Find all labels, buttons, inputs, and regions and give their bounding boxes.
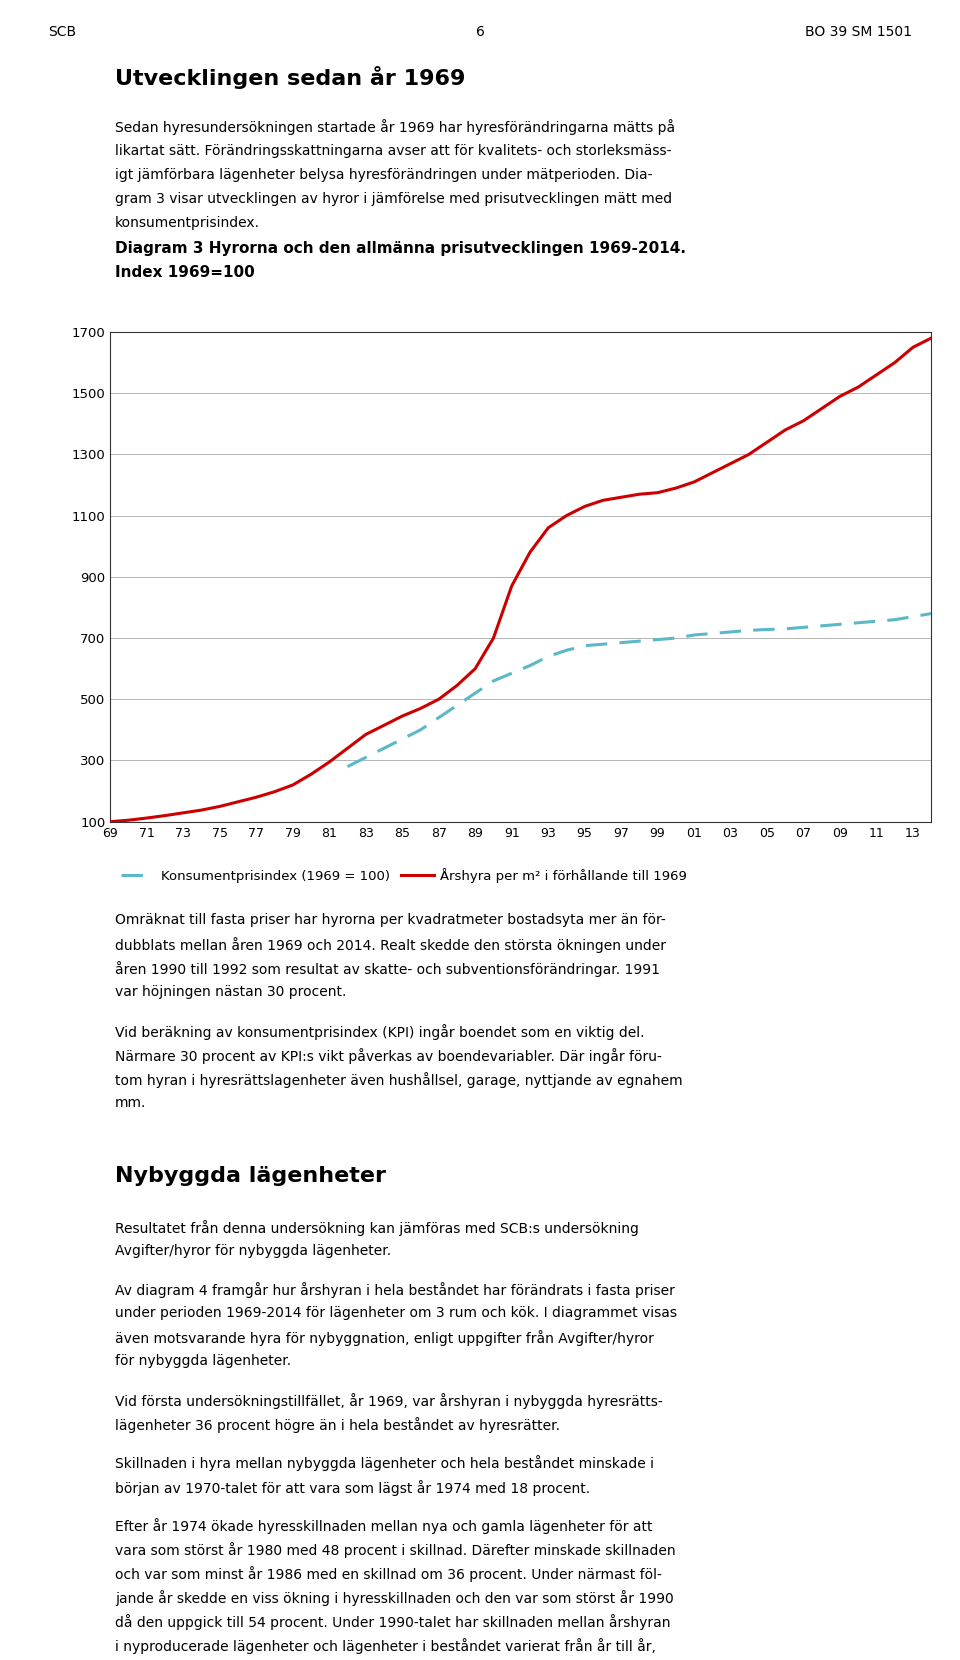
Text: Resultatet från denna undersökning kan jämföras med SCB:s undersökning: Resultatet från denna undersökning kan j… — [115, 1220, 639, 1235]
Text: vara som störst år 1980 med 48 procent i skillnad. Därefter minskade skillnaden: vara som störst år 1980 med 48 procent i… — [115, 1542, 676, 1559]
Text: och var som minst år 1986 med en skillnad om 36 procent. Under närmast föl-: och var som minst år 1986 med en skillna… — [115, 1567, 662, 1582]
Text: Vid första undersökningstillfället, år 1969, var årshyran i nybyggda hyresrätts-: Vid första undersökningstillfället, år 1… — [115, 1393, 663, 1409]
Text: lägenheter 36 procent högre än i hela beståndet av hyresrätter.: lägenheter 36 procent högre än i hela be… — [115, 1418, 561, 1433]
Text: Sedan hyresundersökningen startade år 1969 har hyresförändringarna mätts på: Sedan hyresundersökningen startade år 19… — [115, 120, 675, 136]
Text: konsumentprisindex.: konsumentprisindex. — [115, 216, 260, 229]
Text: Index 1969=100: Index 1969=100 — [115, 264, 255, 281]
Text: var höjningen nästan 30 procent.: var höjningen nästan 30 procent. — [115, 984, 347, 999]
Text: Omräknat till fasta priser har hyrorna per kvadratmeter bostadsyta mer än för-: Omräknat till fasta priser har hyrorna p… — [115, 913, 666, 926]
Text: Nybyggda lägenheter: Nybyggda lägenheter — [115, 1167, 386, 1187]
Text: även motsvarande hyra för nybyggnation, enligt uppgifter från Avgifter/hyror: även motsvarande hyra för nybyggnation, … — [115, 1330, 654, 1346]
Text: likartat sätt. Förändringsskattningarna avser att för kvalitets- och storleksmäs: likartat sätt. Förändringsskattningarna … — [115, 143, 672, 158]
Text: Efter år 1974 ökade hyresskillnaden mellan nya och gamla lägenheter för att: Efter år 1974 ökade hyresskillnaden mell… — [115, 1519, 653, 1534]
Text: Utvecklingen sedan år 1969: Utvecklingen sedan år 1969 — [115, 66, 466, 90]
Legend: Konsumentprisindex (1969 = 100), Årshyra per m² i förhållande till 1969: Konsumentprisindex (1969 = 100), Årshyra… — [116, 863, 692, 888]
Text: dubblats mellan åren 1969 och 2014. Realt skedde den största ökningen under: dubblats mellan åren 1969 och 2014. Real… — [115, 936, 666, 953]
Text: i nyproducerade lägenheter och lägenheter i beståndet varierat från år till år,: i nyproducerade lägenheter och lägenhete… — [115, 1638, 656, 1655]
Text: gram 3 visar utvecklingen av hyror i jämförelse med prisutvecklingen mätt med: gram 3 visar utvecklingen av hyror i jäm… — [115, 191, 672, 206]
Text: Närmare 30 procent av KPI:s vikt påverkas av boendevariabler. Där ingår föru-: Närmare 30 procent av KPI:s vikt påverka… — [115, 1047, 662, 1064]
Text: början av 1970-talet för att vara som lägst år 1974 med 18 procent.: början av 1970-talet för att vara som lä… — [115, 1479, 590, 1496]
Text: Skillnaden i hyra mellan nybyggda lägenheter och hela beståndet minskade i: Skillnaden i hyra mellan nybyggda lägenh… — [115, 1456, 654, 1471]
Text: Diagram 3 Hyrorna och den allmänna prisutvecklingen 1969-2014.: Diagram 3 Hyrorna och den allmänna prisu… — [115, 241, 686, 256]
Text: tom hyran i hyresrättslagenheter även hushållsel, garage, nyttjande av egnahem: tom hyran i hyresrättslagenheter även hu… — [115, 1072, 683, 1087]
Text: mm.: mm. — [115, 1096, 147, 1111]
Text: igt jämförbara lägenheter belysa hyresförändringen under mätperioden. Dia-: igt jämförbara lägenheter belysa hyresfö… — [115, 168, 653, 181]
Text: för nybyggda lägenheter.: för nybyggda lägenheter. — [115, 1355, 291, 1368]
Text: under perioden 1969-2014 för lägenheter om 3 rum och kök. I diagrammet visas: under perioden 1969-2014 för lägenheter … — [115, 1306, 677, 1320]
Text: Av diagram 4 framgår hur årshyran i hela beståndet har förändrats i fasta priser: Av diagram 4 framgår hur årshyran i hela… — [115, 1282, 675, 1298]
Text: då den uppgick till 54 procent. Under 1990-talet har skillnaden mellan årshyran: då den uppgick till 54 procent. Under 19… — [115, 1614, 671, 1630]
Text: BO 39 SM 1501: BO 39 SM 1501 — [805, 25, 912, 38]
Text: åren 1990 till 1992 som resultat av skatte- och subventionsförändringar. 1991: åren 1990 till 1992 som resultat av skat… — [115, 961, 660, 978]
Text: 6: 6 — [475, 25, 485, 38]
Text: Vid beräkning av konsumentprisindex (KPI) ingår boendet som en viktig del.: Vid beräkning av konsumentprisindex (KPI… — [115, 1024, 645, 1039]
Text: SCB: SCB — [48, 25, 76, 38]
Text: jande år skedde en viss ökning i hyresskillnaden och den var som störst år 1990: jande år skedde en viss ökning i hyressk… — [115, 1590, 674, 1607]
Text: Avgifter/hyror för nybyggda lägenheter.: Avgifter/hyror för nybyggda lägenheter. — [115, 1243, 392, 1258]
